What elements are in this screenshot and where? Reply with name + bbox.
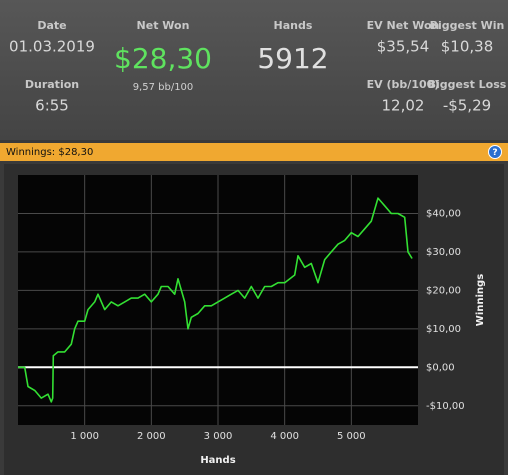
x-tick-label: 2 000 — [137, 431, 166, 442]
stat-value: 12,02 — [382, 97, 425, 115]
x-axis-title: Hands — [200, 455, 235, 466]
stat-value: $10,38 — [441, 38, 494, 56]
y-axis-title: Winnings — [475, 274, 486, 326]
stat-label: EV Net Won — [367, 19, 440, 32]
stat-label: Net Won — [137, 19, 190, 32]
stat-label: EV (bb/100) — [367, 78, 440, 91]
x-tick-label: 1 000 — [70, 431, 99, 442]
stat-value: 6:55 — [35, 97, 69, 115]
help-glyph: ? — [492, 148, 497, 158]
stat-value: 5912 — [257, 42, 328, 75]
bar-title: Winnings: $28,30 — [6, 147, 93, 158]
title-bar — [0, 143, 508, 161]
stat-value: -$5,29 — [443, 97, 491, 115]
y-tick-label: $40,00 — [426, 208, 461, 219]
y-tick-label: -$10,00 — [426, 401, 465, 412]
stats-panel — [0, 0, 508, 140]
y-tick-label: $10,00 — [426, 324, 461, 335]
x-tick-label: 4 000 — [270, 431, 299, 442]
winnings-line — [18, 197, 413, 403]
help-icon[interactable] — [488, 145, 502, 159]
x-tick-label: 3 000 — [204, 431, 233, 442]
stat-value: 01.03.2019 — [9, 38, 95, 56]
stat-label: Biggest Loss — [428, 78, 507, 91]
x-tick-label: 5 000 — [337, 431, 366, 442]
y-tick-label: $20,00 — [426, 285, 461, 296]
stat-value: $28,30 — [114, 42, 212, 75]
stat-label: Biggest Win — [430, 19, 505, 32]
stat-label: Date — [37, 19, 66, 32]
y-tick-label: $30,00 — [426, 247, 461, 258]
y-tick-label: $0,00 — [426, 362, 455, 373]
stat-label: Duration — [25, 78, 79, 91]
stat-sub: 9,57 bb/100 — [133, 82, 194, 93]
stat-label: Hands — [274, 19, 313, 32]
stat-value: $35,54 — [377, 38, 430, 56]
